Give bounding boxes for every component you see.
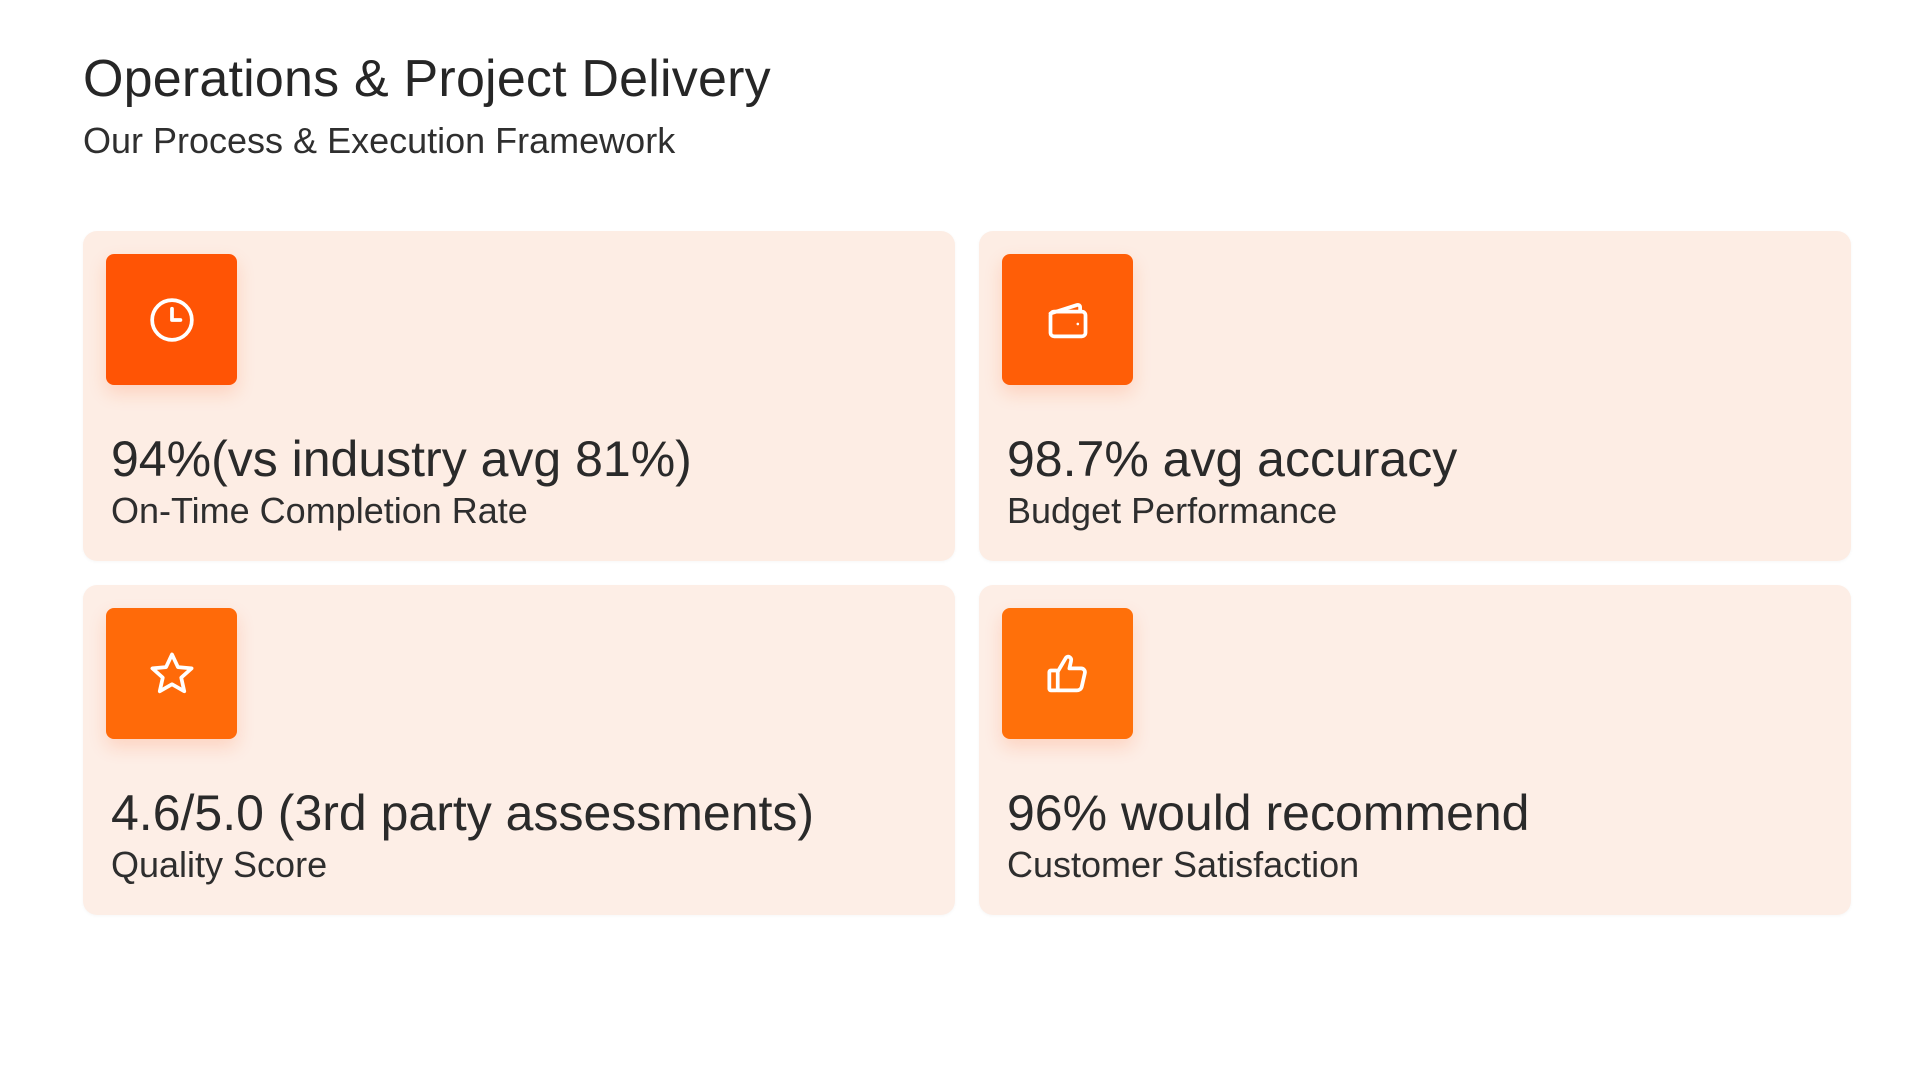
thumbs-up-icon (1002, 608, 1133, 739)
metric-value: 98.7% avg accuracy (1007, 431, 1458, 487)
metric-value: 96% would recommend (1007, 785, 1530, 841)
metric-card-satisfaction: 96% would recommend Customer Satisfactio… (979, 585, 1851, 915)
metrics-grid: 94%(vs industry avg 81%) On-Time Complet… (83, 231, 1851, 915)
clock-icon (106, 254, 237, 385)
metric-card-budget: 98.7% avg accuracy Budget Performance (979, 231, 1851, 561)
page-title: Operations & Project Delivery (83, 50, 771, 108)
metric-value: 94%(vs industry avg 81%) (111, 431, 692, 487)
page-header: Operations & Project Delivery Our Proces… (83, 44, 771, 164)
metric-label: On-Time Completion Rate (111, 490, 528, 531)
metric-card-quality: 4.6/5.0 (3rd party assessments) Quality … (83, 585, 955, 915)
page-subtitle: Our Process & Execution Framework (83, 120, 676, 161)
metric-label: Quality Score (111, 844, 328, 885)
wallet-icon (1002, 254, 1133, 385)
star-icon (106, 608, 237, 739)
metric-label: Budget Performance (1007, 490, 1338, 531)
metric-value: 4.6/5.0 (3rd party assessments) (111, 785, 815, 841)
metric-card-on-time: 94%(vs industry avg 81%) On-Time Complet… (83, 231, 955, 561)
metric-label: Customer Satisfaction (1007, 844, 1360, 885)
